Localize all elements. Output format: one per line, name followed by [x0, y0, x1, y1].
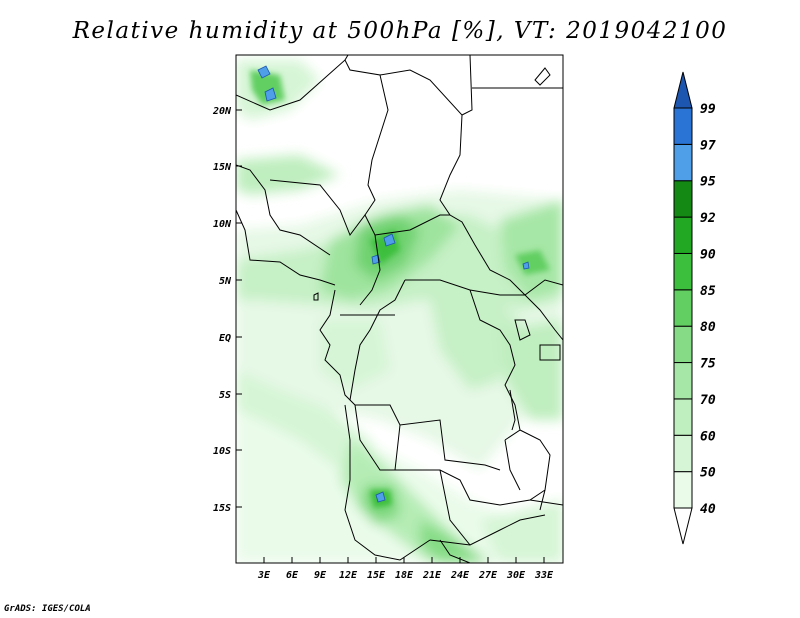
colorbar-box [673, 143, 693, 182]
colorbar-box [673, 216, 693, 254]
colorbar-box [673, 398, 693, 436]
grads-credit: GrADS: IGES/COLA [4, 604, 91, 614]
map-title: Relative humidity at 500hPa [%], VT: 201… [72, 18, 728, 44]
colorbar-label: 80 [700, 320, 716, 335]
lat-label: 20N [212, 106, 232, 117]
map-frame [235, 54, 564, 564]
lon-label: 27E [478, 570, 498, 581]
humidity-field [236, 55, 563, 563]
lon-label: 6E [286, 570, 299, 581]
colorbar-label: 50 [700, 466, 716, 481]
lon-label: 15E [367, 570, 386, 581]
colorbar-label: 97 [700, 138, 716, 153]
colorbar-label: 70 [700, 393, 716, 408]
colorbar-label: 92 [700, 211, 716, 226]
lon-label: 12E [339, 570, 358, 581]
colorbar-label: 75 [700, 357, 716, 372]
colorbar-label: 40 [700, 502, 716, 517]
colorbar-label: 99 [700, 102, 716, 117]
lat-label: 15N [213, 162, 232, 173]
lat-label: 10S [213, 446, 231, 457]
colorbar-label: 90 [700, 247, 716, 262]
colorbar-label: 60 [700, 429, 716, 444]
lat-label: 5N [219, 276, 232, 287]
colorbar-lower-triangle [673, 507, 693, 545]
colorbar: 40 50 60 70 75 80 85 90 92 95 97 99 [673, 71, 716, 545]
lon-label: 21E [422, 570, 442, 581]
lat-label: 15S [213, 503, 231, 514]
colorbar-box [673, 289, 693, 327]
country-borders [236, 55, 563, 563]
lon-label: 9E [314, 570, 327, 581]
lat-label: 10N [213, 219, 232, 230]
lon-label: 33E [534, 570, 554, 581]
longitude-ticks: 3E 6E 9E 12E 15E 18E 21E 24E 27E 30E 33E [257, 557, 554, 581]
lon-label: 24E [450, 570, 470, 581]
colorbar-box [673, 325, 693, 364]
lat-label: EQ [219, 333, 231, 344]
lon-label: 3E [257, 570, 271, 581]
colorbar-box [673, 180, 693, 218]
colorbar-box [673, 362, 693, 400]
colorbar-label: 85 [700, 284, 716, 299]
colorbar-box [673, 107, 693, 145]
lon-label: 30E [506, 570, 526, 581]
lon-label: 18E [395, 570, 414, 581]
colorbar-label: 95 [700, 175, 716, 190]
lat-label: 5S [219, 390, 231, 401]
latitude-ticks: 20N 15N 10N 5N EQ 5S 10S 15S [212, 106, 242, 514]
colorbar-box [673, 434, 693, 473]
colorbar-upper-triangle [673, 71, 693, 109]
colorbar-box [673, 471, 693, 509]
colorbar-box [673, 252, 693, 291]
